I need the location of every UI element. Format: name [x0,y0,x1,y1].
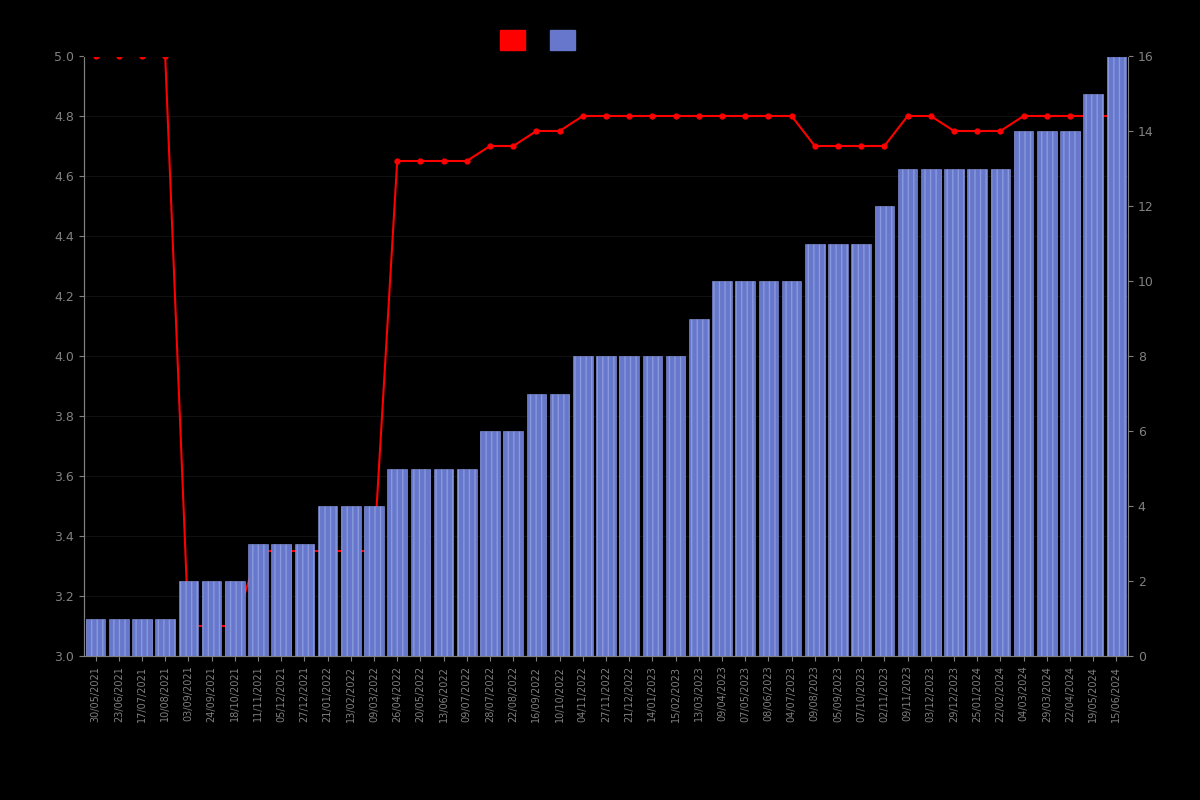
Bar [179,581,198,656]
Bar [967,169,988,656]
Bar [642,356,662,656]
Bar [1106,56,1127,656]
Bar [318,506,337,656]
Bar [619,356,640,656]
Bar [1037,131,1057,656]
Bar [433,469,454,656]
Bar [805,243,824,656]
Legend: , : , [500,30,587,50]
Bar [224,581,245,656]
Bar [85,618,106,656]
Bar [132,618,152,656]
Bar [109,618,128,656]
Bar [851,243,871,656]
Bar [248,543,268,656]
Bar [271,543,292,656]
Bar [294,543,314,656]
Bar [480,431,500,656]
Bar [596,356,616,656]
Bar [689,318,709,656]
Bar [155,618,175,656]
Bar [920,169,941,656]
Bar [572,356,593,656]
Bar [341,506,361,656]
Bar [666,356,685,656]
Bar [875,206,894,656]
Bar [990,169,1010,656]
Bar [202,581,222,656]
Bar [550,394,570,656]
Bar [712,281,732,656]
Bar [828,243,848,656]
Bar [388,469,407,656]
Bar [944,169,964,656]
Bar [457,469,476,656]
Bar [898,169,918,656]
Bar [781,281,802,656]
Bar [1014,131,1033,656]
Bar [758,281,779,656]
Bar [1084,94,1103,656]
Bar [527,394,546,656]
Bar [410,469,431,656]
Bar [503,431,523,656]
Bar [736,281,755,656]
Bar [364,506,384,656]
Bar [1060,131,1080,656]
